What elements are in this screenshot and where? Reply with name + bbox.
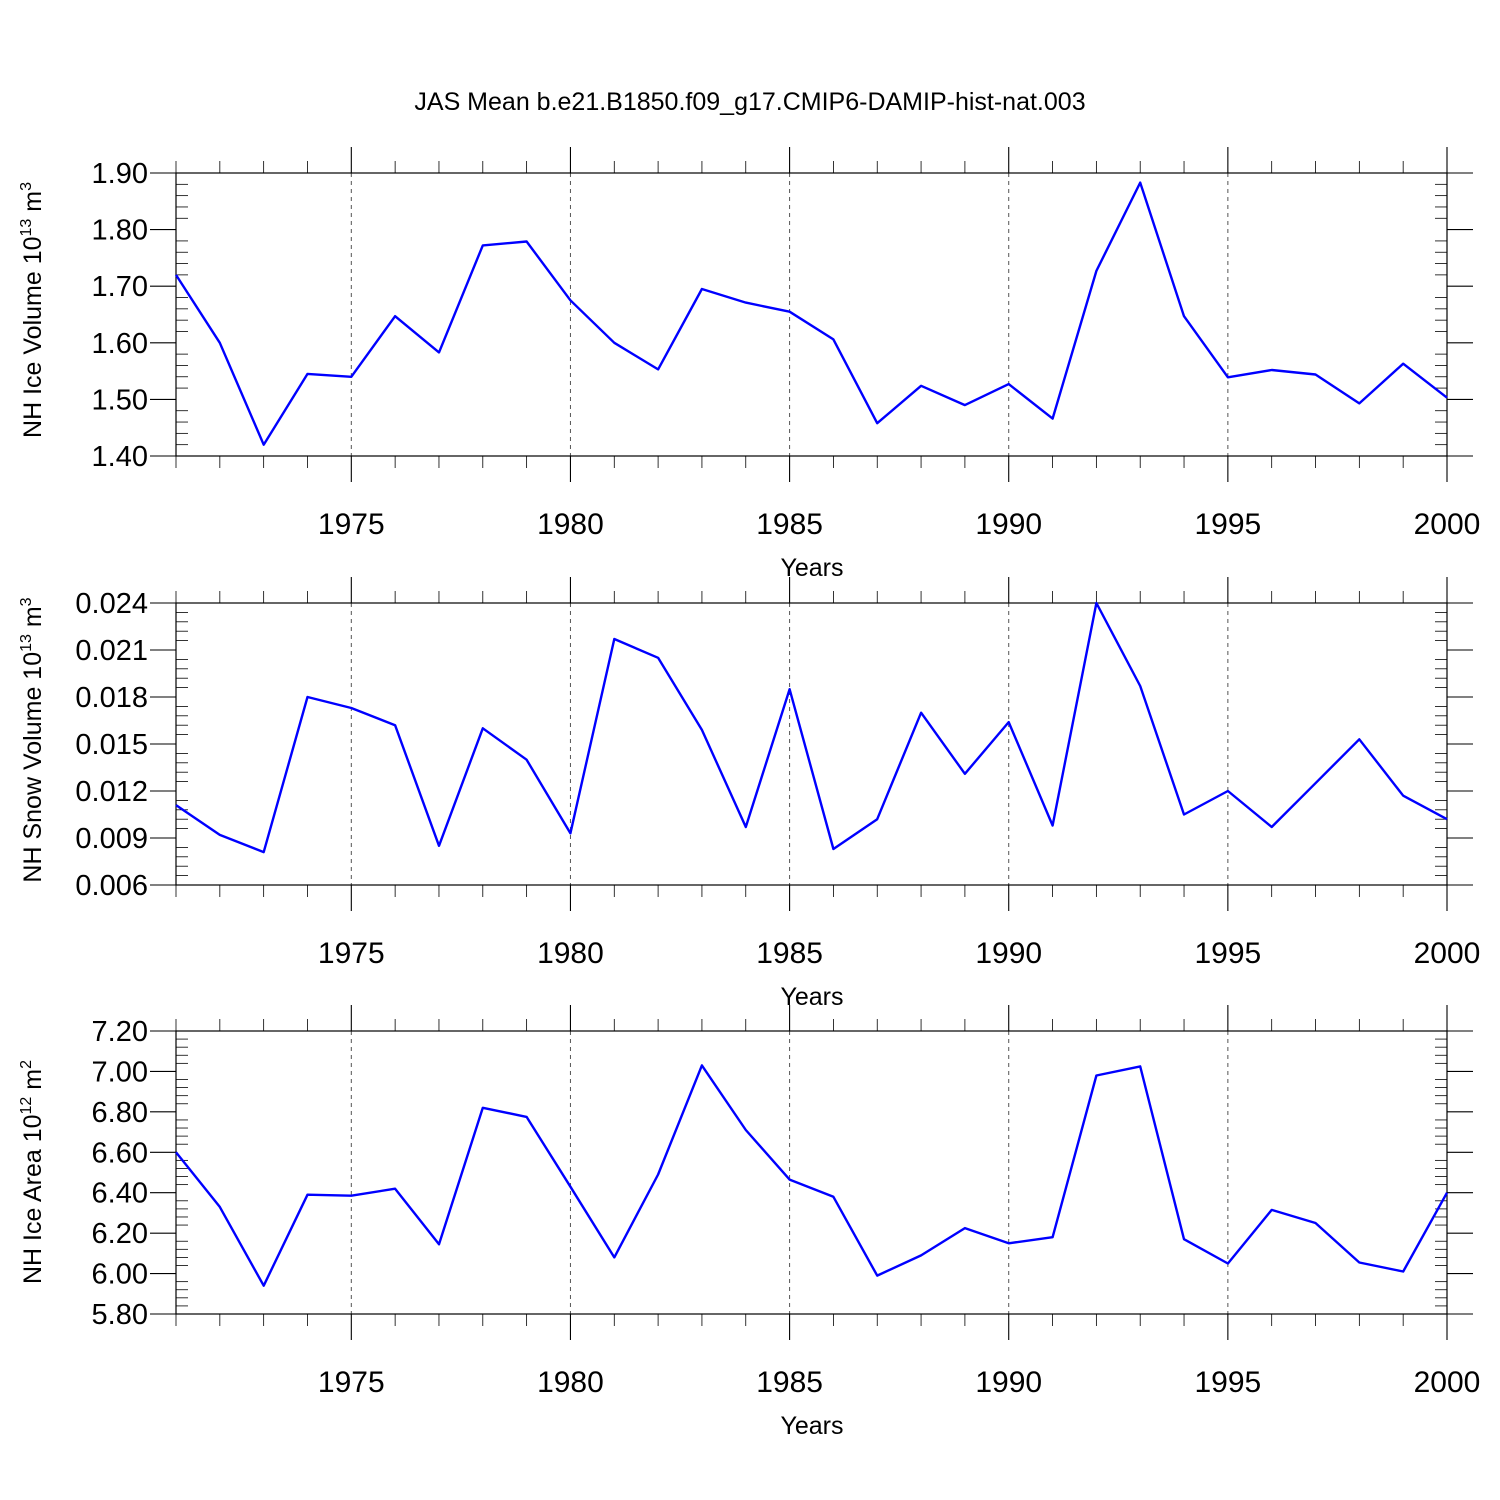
y-tick-label: 6.00 (92, 1259, 148, 1291)
y-tick-label: 6.60 (92, 1137, 148, 1169)
y-tick-label: 0.021 (75, 635, 148, 667)
y-tick-label: 1.80 (92, 215, 148, 247)
y-tick-label: 5.80 (92, 1299, 148, 1331)
x-tick-label: 1975 (318, 508, 385, 541)
data-line (174, 181, 1448, 446)
x-axis-label: Years (780, 554, 843, 582)
y-tick-label: 0.012 (75, 776, 148, 808)
panel-2: 0.006 0.009 0.012 0.015 0.018 0.021 0.024 1975 1… (18, 577, 1480, 1011)
y-tick-label: 7.20 (92, 1016, 148, 1048)
y-axis-label: NH Ice Area 1012 m2 (18, 1060, 47, 1284)
y-tick-label: 1.90 (92, 158, 148, 190)
data-line (175, 601, 1448, 854)
x-tick-label: 1980 (537, 1366, 604, 1399)
y-tick-label: 6.40 (92, 1178, 148, 1210)
plot-frame (175, 172, 1448, 457)
x-tick-label: 1995 (1194, 937, 1261, 970)
y-tick-label: 0.009 (75, 823, 148, 855)
y-tick-label: 1.60 (92, 328, 148, 360)
x-tick-label: 1985 (756, 1366, 823, 1399)
x-tick-label: 1995 (1194, 508, 1261, 541)
data-line (175, 1064, 1449, 1287)
x-tick-label: 2000 (1414, 1366, 1481, 1399)
chart-title: JAS Mean b.e21.B1850.f09_g17.CMIP6-DAMIP… (414, 88, 1085, 116)
x-tick-label: 1985 (756, 937, 823, 970)
x-tick-label: 2000 (1414, 508, 1481, 541)
y-tick-label: 7.00 (92, 1056, 148, 1088)
x-tick-label: 1990 (975, 1366, 1042, 1399)
plot-frame (175, 1030, 1448, 1315)
y-tick-label: 6.80 (92, 1097, 148, 1129)
x-tick-label: 1975 (318, 1366, 385, 1399)
x-tick-label: 1995 (1194, 1366, 1261, 1399)
y-tick-label: 1.40 (92, 441, 148, 473)
y-tick-label: 0.006 (75, 870, 148, 902)
x-axis-label: Years (780, 1412, 843, 1440)
x-tick-label: 1975 (318, 937, 385, 970)
y-axis-label: NH Snow Volume 1013 m3 (18, 597, 47, 882)
y-tick-label: 0.024 (75, 588, 148, 620)
x-tick-label: 2000 (1414, 937, 1481, 970)
x-tick-label: 1990 (975, 937, 1042, 970)
y-tick-label: 6.20 (92, 1218, 148, 1250)
y-tick-label: 0.015 (75, 729, 148, 761)
y-axis-label: NH Ice Volume 1013 m3 (18, 182, 47, 438)
y-tick-label: 0.018 (75, 682, 148, 714)
x-tick-label: 1980 (537, 937, 604, 970)
y-tick-label: 1.50 (92, 384, 148, 416)
panel-1: 1.40 1.50 1.60 1.70 1.80 1.90 1975 1980 1985 1990… (18, 147, 1480, 582)
x-tick-label: 1985 (756, 508, 823, 541)
x-axis-label: Years (780, 983, 843, 1011)
panel-3: 5.80 6.00 6.20 6.40 6.60 6.80 7.00 7.20 1975 1980… (18, 1005, 1480, 1440)
x-tick-label: 1990 (975, 508, 1042, 541)
y-tick-label: 1.70 (92, 271, 148, 303)
plot-frame (175, 602, 1448, 886)
x-tick-label: 1980 (537, 508, 604, 541)
